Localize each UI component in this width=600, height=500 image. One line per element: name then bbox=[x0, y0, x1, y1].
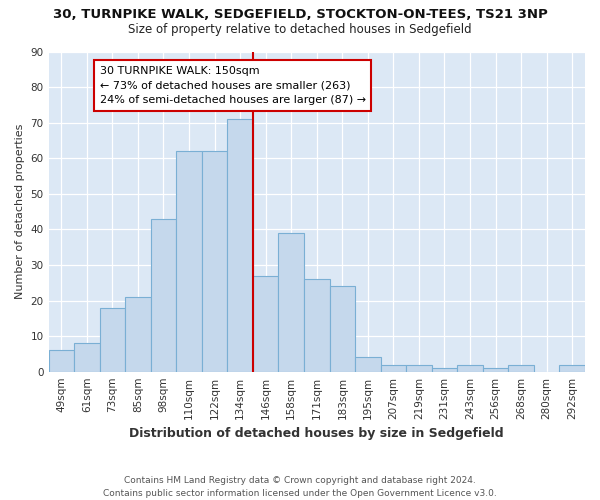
Bar bbox=[125, 297, 151, 372]
Text: 30, TURNPIKE WALK, SEDGEFIELD, STOCKTON-ON-TEES, TS21 3NP: 30, TURNPIKE WALK, SEDGEFIELD, STOCKTON-… bbox=[53, 8, 547, 20]
Y-axis label: Number of detached properties: Number of detached properties bbox=[15, 124, 25, 300]
Bar bbox=[406, 364, 432, 372]
Bar bbox=[304, 279, 329, 372]
Bar bbox=[74, 343, 100, 372]
Bar bbox=[559, 364, 585, 372]
Bar bbox=[380, 364, 406, 372]
Bar bbox=[253, 276, 278, 372]
Bar bbox=[227, 119, 253, 372]
Text: Size of property relative to detached houses in Sedgefield: Size of property relative to detached ho… bbox=[128, 22, 472, 36]
Bar bbox=[329, 286, 355, 372]
Bar bbox=[355, 358, 380, 372]
Text: 30 TURNPIKE WALK: 150sqm
← 73% of detached houses are smaller (263)
24% of semi-: 30 TURNPIKE WALK: 150sqm ← 73% of detach… bbox=[100, 66, 366, 106]
Bar bbox=[176, 151, 202, 372]
Bar bbox=[508, 364, 534, 372]
Bar bbox=[202, 151, 227, 372]
Bar bbox=[483, 368, 508, 372]
Bar bbox=[432, 368, 457, 372]
Bar bbox=[100, 308, 125, 372]
Text: Contains HM Land Registry data © Crown copyright and database right 2024.
Contai: Contains HM Land Registry data © Crown c… bbox=[103, 476, 497, 498]
X-axis label: Distribution of detached houses by size in Sedgefield: Distribution of detached houses by size … bbox=[130, 427, 504, 440]
Bar bbox=[49, 350, 74, 372]
Bar bbox=[278, 233, 304, 372]
Bar bbox=[457, 364, 483, 372]
Bar bbox=[151, 218, 176, 372]
